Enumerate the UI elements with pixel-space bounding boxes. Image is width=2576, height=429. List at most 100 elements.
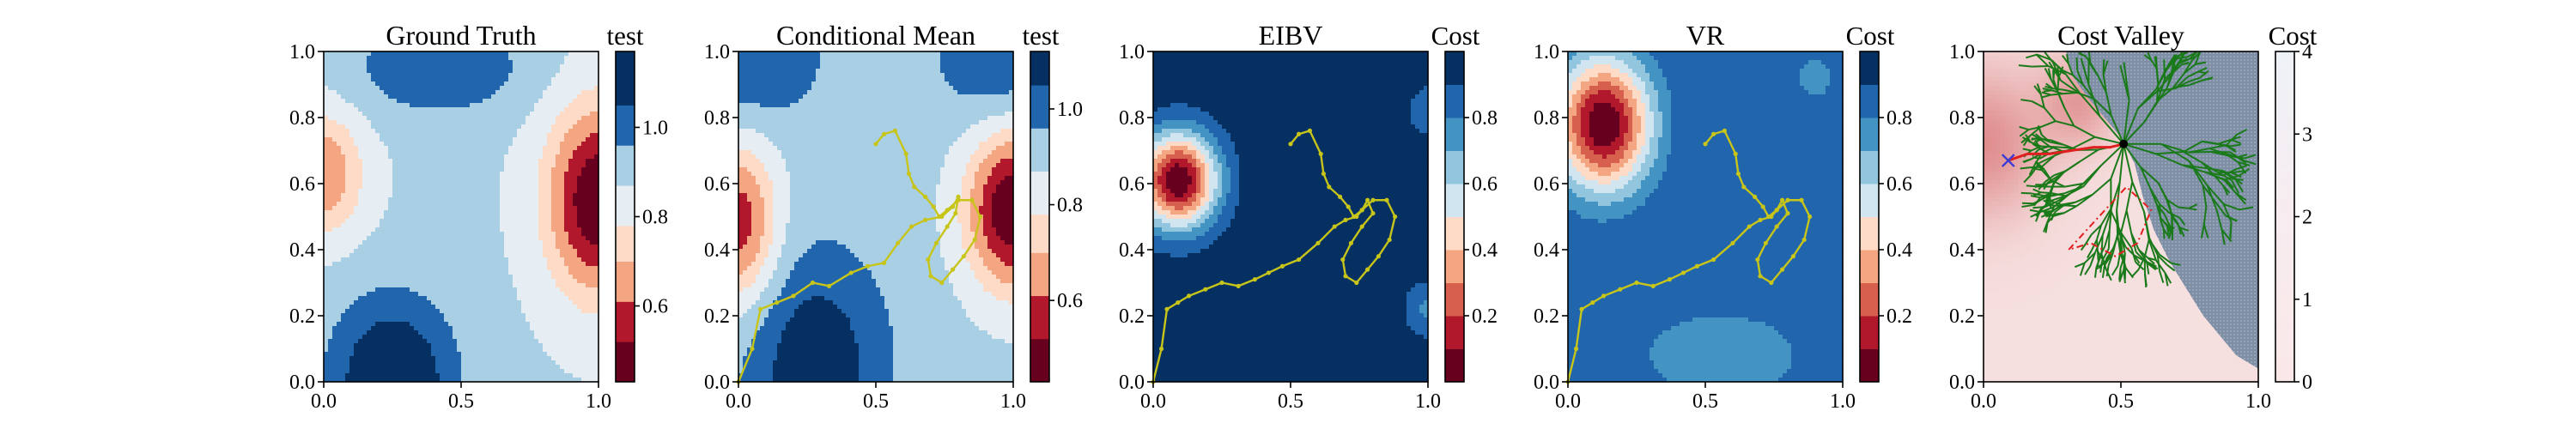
heatmap-cell [465,330,471,335]
heatmap-cell [590,253,595,258]
heatmap-cell [483,197,488,202]
heatmap-cell [560,347,565,353]
heatmap-cell [500,360,505,366]
heatmap-cell [332,292,337,297]
heatmap-cell [448,129,453,134]
heatmap-cell [513,257,518,263]
heatmap-cell [414,236,419,241]
heatmap-cell [337,167,342,172]
heatmap-cell [500,352,505,357]
heatmap-cell [332,51,337,57]
heatmap-cell [504,275,509,280]
heatmap-cell [551,347,556,353]
heatmap-cell [508,129,513,134]
heatmap-cell [470,369,475,374]
heatmap-cell [487,352,492,357]
heatmap-cell [457,287,462,293]
heatmap-cell [478,257,483,263]
heatmap-cell [573,206,578,211]
heatmap-cell [517,124,522,130]
heatmap-cell [508,339,513,344]
heatmap-cell [375,283,380,288]
heatmap-cell [465,73,471,78]
heatmap-cell [401,206,406,211]
heatmap-cell [410,365,415,370]
heatmap-cell [444,77,449,82]
heatmap-cell [564,322,569,327]
heatmap-cell [371,163,376,168]
heatmap-cell [397,82,402,87]
heatmap-cell [547,326,552,331]
heatmap-cell [384,77,389,82]
heatmap-cell [465,214,471,220]
heatmap-cell [349,360,355,366]
heatmap-cell [538,167,544,172]
heatmap-cell [401,365,406,370]
heatmap-cell [440,197,445,202]
heatmap-cell [448,292,453,297]
heatmap-cell [414,352,419,357]
heatmap-cell [367,180,372,185]
heatmap-cell [465,369,471,374]
heatmap-cell [401,124,406,130]
heatmap-cell [521,309,526,314]
heatmap-cell [590,339,595,344]
heatmap-cell [380,356,385,361]
heatmap-cell [521,60,526,65]
heatmap-cell [375,266,380,271]
heatmap-cell [457,180,462,185]
heatmap-cell [568,245,574,250]
heatmap-cell [345,86,350,91]
heatmap-cell [324,142,329,147]
heatmap-cell [573,163,578,168]
heatmap-cell [345,326,350,331]
heatmap-cell [431,73,436,78]
heatmap-cell [564,73,569,78]
heatmap-cell [538,245,544,250]
heatmap-cell [384,236,389,241]
heatmap-cell [397,283,402,288]
heatmap-cell [354,103,359,108]
heatmap-cell [367,129,372,134]
heatmap-cell [773,51,778,57]
heatmap-cell [448,347,453,353]
heatmap-cell [405,189,410,194]
heatmap-cell [427,129,432,134]
heatmap-cell [375,73,380,78]
heatmap-cell [526,116,531,121]
heatmap-cell [397,214,402,220]
heatmap-cell [470,116,475,121]
heatmap-cell [517,266,522,271]
heatmap-cell [405,133,410,138]
heatmap-cell [457,60,462,65]
heatmap-cell [371,352,376,357]
heatmap-cell [543,266,548,271]
heatmap-cell [487,154,492,160]
heatmap-cell [521,335,526,340]
heatmap-cell [547,77,552,82]
heatmap-cell [435,197,440,202]
heatmap-cell [504,214,509,220]
heatmap-cell [349,245,355,250]
heatmap-cell [427,326,432,331]
heatmap-cell [367,245,372,250]
heatmap-cell [543,116,548,121]
heatmap-cell [332,232,337,237]
heatmap-cell [448,249,453,254]
heatmap-cell [358,172,363,177]
heatmap-cell [547,292,552,297]
heatmap-cell [547,167,552,172]
heatmap-cell [487,365,492,370]
heatmap-cell [362,129,368,134]
heatmap-cell [341,330,346,335]
heatmap-cell [556,180,561,185]
heatmap-cell [410,202,415,207]
heatmap-cell [405,163,410,168]
heatmap-cell [483,257,488,263]
heatmap-cell [581,347,586,353]
heatmap-cell [384,142,389,147]
heatmap-cell [521,56,526,61]
heatmap-cell [427,214,432,220]
heatmap-cell [500,266,505,271]
heatmap-cell [483,343,488,348]
